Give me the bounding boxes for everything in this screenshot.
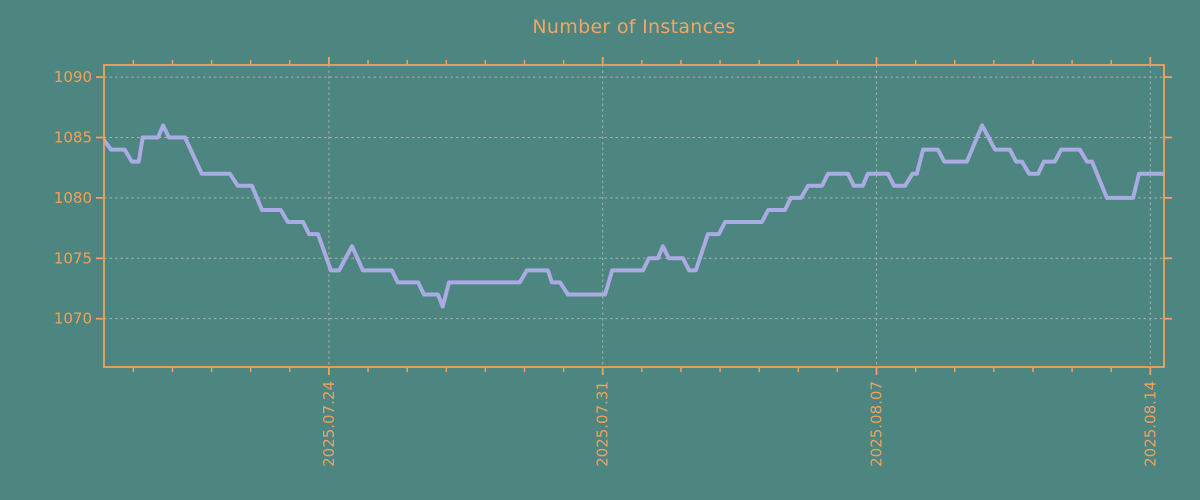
chart-title: Number of Instances bbox=[532, 16, 736, 38]
y-tick-label: 1080 bbox=[54, 189, 92, 207]
x-tick-label: 2025.07.24 bbox=[320, 381, 338, 467]
y-tick-label: 1090 bbox=[54, 68, 92, 86]
y-tick-label: 1070 bbox=[54, 310, 92, 328]
x-tick-label: 2025.08.07 bbox=[868, 381, 886, 467]
y-tick-label: 1075 bbox=[54, 249, 92, 267]
x-tick-label: 2025.07.31 bbox=[594, 381, 612, 467]
plot-border bbox=[103, 64, 1165, 368]
x-tick-label: 2025.08.14 bbox=[1141, 381, 1159, 467]
y-tick-label: 1085 bbox=[54, 128, 92, 146]
series-line bbox=[104, 123, 1164, 309]
